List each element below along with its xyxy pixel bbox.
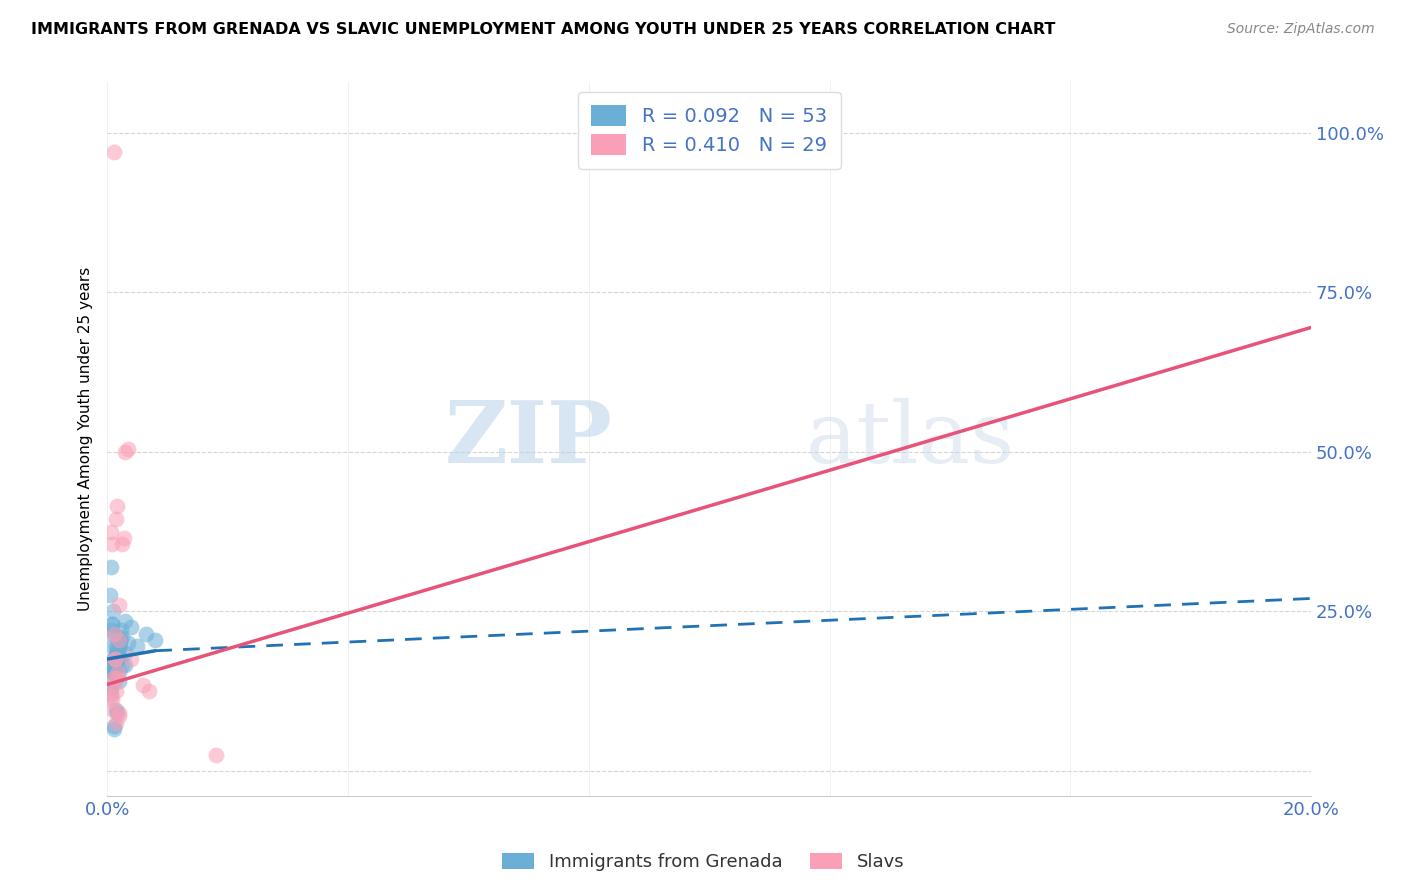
Point [101, 604, 124, 618]
Point [100, 559, 122, 574]
Point [105, 642, 128, 657]
Point [107, 630, 129, 644]
Point [103, 674, 125, 689]
Point [104, 662, 127, 676]
Point [204, 747, 226, 762]
Point [143, 632, 166, 647]
Point [108, 665, 131, 679]
Point [105, 652, 128, 666]
Point [101, 652, 124, 666]
Point [101, 665, 124, 679]
Point [103, 722, 125, 736]
Point [127, 640, 149, 654]
Point [105, 512, 128, 526]
Point [105, 671, 128, 685]
Point [111, 537, 134, 551]
Point [103, 145, 125, 159]
Point [101, 617, 124, 632]
Point [105, 648, 128, 663]
Point [105, 706, 128, 721]
Point [101, 703, 124, 717]
Y-axis label: Unemployment Among Youth under 25 years: Unemployment Among Youth under 25 years [79, 267, 93, 611]
Point [101, 665, 124, 679]
Point [107, 648, 129, 663]
Legend: Immigrants from Grenada, Slavs: Immigrants from Grenada, Slavs [495, 846, 911, 879]
Point [103, 655, 125, 669]
Text: ZIP: ZIP [446, 397, 613, 481]
Point [101, 626, 124, 640]
Point [101, 693, 124, 707]
Point [98, 588, 121, 602]
Point [101, 617, 124, 632]
Point [100, 524, 122, 539]
Point [108, 674, 131, 689]
Point [135, 626, 157, 640]
Point [103, 719, 125, 733]
Point [108, 709, 131, 723]
Point [104, 648, 127, 663]
Point [112, 531, 135, 545]
Point [138, 684, 160, 698]
Point [108, 632, 131, 647]
Point [105, 715, 128, 730]
Point [105, 640, 128, 654]
Point [117, 636, 139, 650]
Point [100, 681, 122, 695]
Point [108, 632, 131, 647]
Point [111, 630, 134, 644]
Point [108, 640, 131, 654]
Point [100, 687, 122, 701]
Point [107, 706, 129, 721]
Point [110, 632, 132, 647]
Point [104, 703, 127, 717]
Point [101, 537, 124, 551]
Point [105, 646, 128, 660]
Point [108, 598, 131, 612]
Point [104, 652, 127, 666]
Point [108, 636, 131, 650]
Point [117, 442, 139, 456]
Point [114, 658, 136, 673]
Point [104, 658, 127, 673]
Text: atlas: atlas [806, 398, 1015, 481]
Point [114, 646, 136, 660]
Point [101, 624, 124, 638]
Point [100, 690, 122, 705]
Point [105, 499, 128, 513]
Point [103, 626, 125, 640]
Point [107, 646, 129, 660]
Point [98, 658, 121, 673]
Point [120, 652, 142, 666]
Point [132, 677, 155, 691]
Point [110, 624, 132, 638]
Point [107, 652, 129, 666]
Point [114, 444, 136, 458]
Point [104, 684, 127, 698]
Point [101, 640, 124, 654]
Point [104, 652, 127, 666]
Point [101, 665, 124, 679]
Point [120, 620, 142, 634]
Point [114, 614, 136, 628]
Point [103, 655, 125, 669]
Point [111, 658, 134, 673]
Text: Source: ZipAtlas.com: Source: ZipAtlas.com [1227, 22, 1375, 37]
Legend: R = 0.092   N = 53, R = 0.410   N = 29: R = 0.092 N = 53, R = 0.410 N = 29 [578, 92, 841, 169]
Point [103, 671, 125, 685]
Text: IMMIGRANTS FROM GRENADA VS SLAVIC UNEMPLOYMENT AMONG YOUTH UNDER 25 YEARS CORREL: IMMIGRANTS FROM GRENADA VS SLAVIC UNEMPL… [31, 22, 1056, 37]
Point [107, 665, 129, 679]
Point [100, 681, 122, 695]
Point [108, 642, 131, 657]
Point [110, 636, 132, 650]
